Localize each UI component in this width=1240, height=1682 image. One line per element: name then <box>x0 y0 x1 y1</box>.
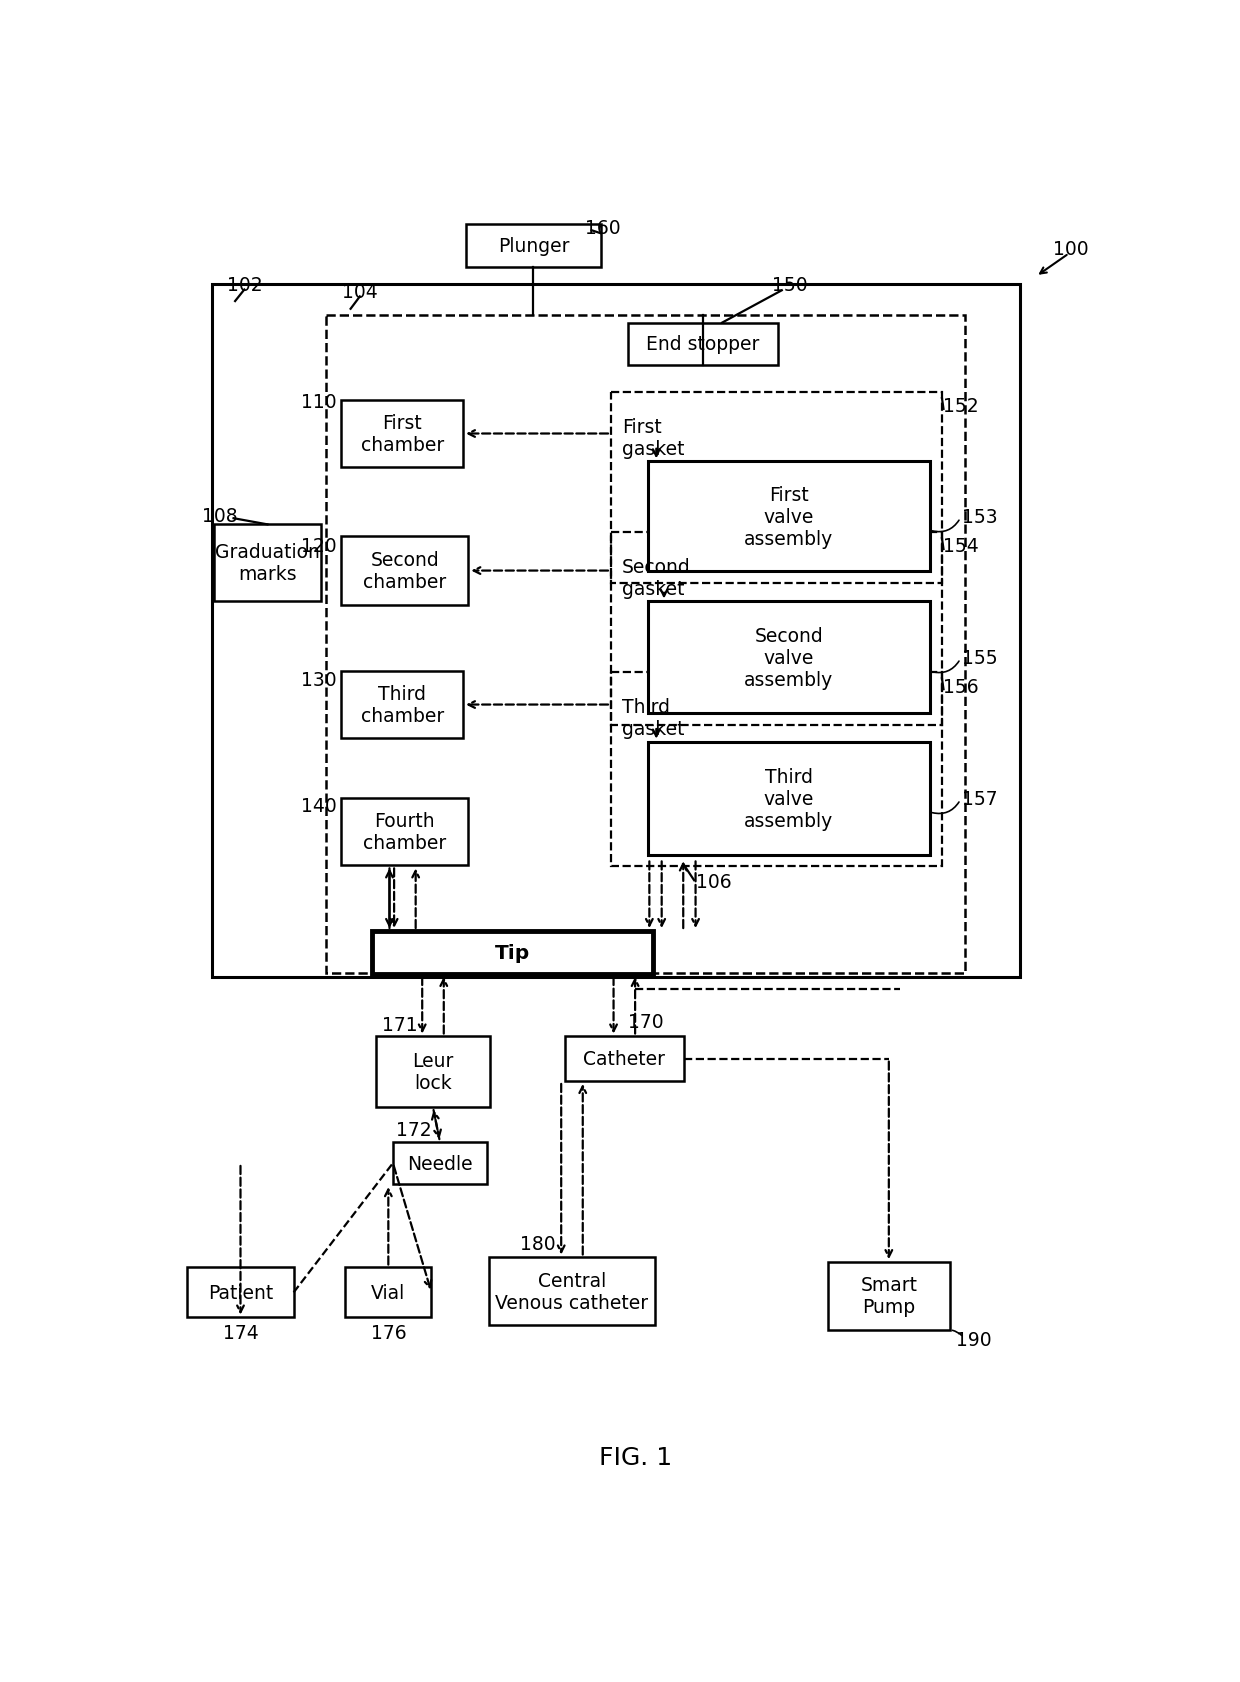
Bar <box>647 742 930 854</box>
Text: 152: 152 <box>944 397 980 415</box>
Text: Third
gasket: Third gasket <box>621 698 684 738</box>
Text: Central
Venous catheter: Central Venous catheter <box>496 1272 649 1312</box>
Text: Smart
Pump: Smart Pump <box>861 1275 918 1317</box>
Text: 100: 100 <box>1053 241 1089 259</box>
Text: Third
chamber: Third chamber <box>361 685 444 725</box>
Text: 140: 140 <box>301 797 337 816</box>
Text: Tip: Tip <box>495 944 531 962</box>
Bar <box>341 799 469 866</box>
Bar <box>627 323 777 365</box>
Bar <box>341 400 463 468</box>
Bar <box>341 537 469 606</box>
Bar <box>326 316 965 974</box>
Text: 108: 108 <box>202 506 238 525</box>
Bar <box>490 1258 655 1325</box>
Text: 172: 172 <box>396 1120 432 1139</box>
Text: 154: 154 <box>944 537 980 557</box>
Text: 156: 156 <box>944 678 980 696</box>
Bar <box>212 284 1021 977</box>
Text: Leur
lock: Leur lock <box>413 1051 454 1093</box>
Text: 157: 157 <box>962 789 998 807</box>
Bar <box>647 463 930 572</box>
Bar <box>341 671 463 738</box>
Bar <box>393 1142 487 1184</box>
Text: Third
valve
assembly: Third valve assembly <box>744 767 833 831</box>
Text: First
valve
assembly: First valve assembly <box>744 486 833 548</box>
Text: 102: 102 <box>227 276 262 294</box>
Bar <box>611 533 942 725</box>
Text: Graduation
marks: Graduation marks <box>215 543 320 584</box>
Text: 153: 153 <box>962 508 998 526</box>
Text: Second
valve
assembly: Second valve assembly <box>744 626 833 690</box>
Text: 150: 150 <box>771 276 807 294</box>
Text: 160: 160 <box>585 219 621 239</box>
Text: First
chamber: First chamber <box>361 414 444 454</box>
Text: Second
chamber: Second chamber <box>363 550 446 592</box>
Text: 171: 171 <box>382 1014 418 1034</box>
Text: Needle: Needle <box>407 1154 472 1172</box>
Bar <box>466 225 601 267</box>
Text: Fourth
chamber: Fourth chamber <box>363 812 446 853</box>
Bar <box>647 602 930 713</box>
Text: 120: 120 <box>301 537 337 557</box>
Text: 190: 190 <box>956 1330 992 1349</box>
Text: Patient: Patient <box>208 1283 273 1302</box>
Bar <box>376 1036 490 1107</box>
Bar <box>611 673 942 866</box>
Bar <box>828 1262 950 1330</box>
Bar <box>345 1268 432 1317</box>
Text: 130: 130 <box>301 671 337 690</box>
Text: Second
gasket: Second gasket <box>621 557 691 599</box>
Text: 106: 106 <box>696 873 732 891</box>
Text: 180: 180 <box>520 1235 556 1253</box>
Text: 176: 176 <box>371 1324 407 1342</box>
Text: Vial: Vial <box>371 1283 405 1302</box>
Text: FIG. 1: FIG. 1 <box>599 1445 672 1468</box>
Text: 110: 110 <box>301 392 337 412</box>
Text: 155: 155 <box>962 648 998 668</box>
Text: End stopper: End stopper <box>646 335 760 355</box>
Bar <box>372 932 653 974</box>
Text: First
gasket: First gasket <box>621 417 684 458</box>
Text: 104: 104 <box>342 283 378 303</box>
Bar <box>187 1268 294 1317</box>
Bar <box>564 1036 684 1082</box>
Bar <box>215 525 321 602</box>
Text: Catheter: Catheter <box>583 1050 666 1068</box>
Text: Plunger: Plunger <box>497 237 569 256</box>
Text: 170: 170 <box>629 1013 663 1031</box>
Text: 174: 174 <box>223 1324 258 1342</box>
Bar <box>611 392 942 584</box>
